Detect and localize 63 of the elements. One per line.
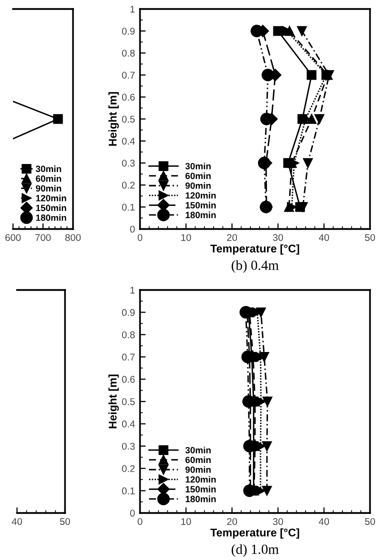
y-tick-label: 0.8	[122, 331, 135, 338]
y-tick-label: 0.5	[122, 116, 135, 123]
legend-label: 120min	[36, 194, 66, 202]
y-tick-label: 0.7	[122, 354, 135, 361]
legend-label: 150min	[36, 204, 66, 212]
legend-label: 150min	[186, 486, 216, 492]
legend-label: 30min	[185, 162, 211, 170]
legend-label: 120min	[186, 192, 216, 199]
x-tick-label: 20	[227, 234, 238, 241]
y-tick-label: 0.4	[122, 138, 135, 145]
x-tick-label: 30	[272, 518, 284, 525]
text: (d) 1.0m	[232, 544, 279, 557]
y-tick-label: 0.6	[122, 94, 135, 101]
y-tick-label: 0.9	[122, 28, 135, 35]
y-axis-title: Height [m]	[108, 374, 119, 428]
y-tick-label: 0.1	[122, 204, 135, 211]
y-tick-label: 0.7	[122, 72, 135, 79]
x-tick-label: 40	[318, 234, 330, 241]
legend-label: 90min	[185, 182, 211, 189]
x-tick-label: 50	[364, 518, 376, 525]
y-tick-label: 0.2	[122, 182, 135, 189]
y-tick-label: 0	[130, 226, 135, 233]
x-tick-label: 40	[12, 518, 22, 525]
legend-label: 180min	[186, 212, 216, 218]
x-tick-label: 50	[364, 234, 376, 241]
y-tick-label: 0.3	[122, 160, 135, 167]
legend-label: 30min	[185, 446, 211, 454]
x-tick-label: 10	[181, 234, 192, 241]
legend-label: 150min	[186, 202, 216, 208]
y-tick-label: 0.8	[122, 50, 135, 57]
x-tick-label: 0	[138, 234, 142, 241]
x-tick-label: 600	[5, 234, 21, 241]
y-tick-label: 0.2	[122, 465, 135, 472]
text: (b) 0.4m	[232, 260, 279, 273]
y-axis-title: Height [m]	[108, 92, 119, 146]
legend-label: 120min	[186, 476, 216, 483]
x-axis-title: Temperature [°C]	[210, 244, 300, 255]
y-tick-label: 1	[130, 286, 135, 294]
y-tick-label: 0	[130, 510, 135, 517]
y-tick-label: 1	[130, 6, 135, 13]
x-tick-label: 30	[272, 234, 284, 241]
y-tick-label: 0.5	[122, 398, 135, 406]
x-tick-label: 0	[138, 518, 142, 525]
x-axis-title: Temperature [°C]	[210, 528, 300, 539]
legend-label: 180min	[36, 214, 66, 221]
legend-label: 60min	[185, 172, 211, 180]
y-tick-label: 0.9	[122, 309, 135, 316]
x-tick-label: 10	[181, 518, 192, 525]
y-tick-label: 0.4	[122, 420, 135, 428]
legend-label: 90min	[185, 466, 211, 473]
x-tick-label: 20	[227, 518, 238, 525]
legend-label: 30min	[36, 165, 62, 172]
x-tick-label: 800	[65, 234, 81, 241]
x-tick-label: 700	[35, 234, 51, 241]
x-tick-label: 50	[60, 518, 70, 525]
legend-label: 60min	[185, 456, 211, 464]
legend-label: 60min	[36, 175, 62, 182]
legend-label: 90min	[36, 184, 62, 192]
y-tick-label: 0.3	[122, 442, 135, 450]
y-tick-label: 0.1	[122, 487, 135, 494]
y-tick-label: 0.6	[122, 376, 135, 383]
legend-label: 180min	[186, 496, 216, 502]
x-tick-label: 40	[318, 518, 330, 525]
